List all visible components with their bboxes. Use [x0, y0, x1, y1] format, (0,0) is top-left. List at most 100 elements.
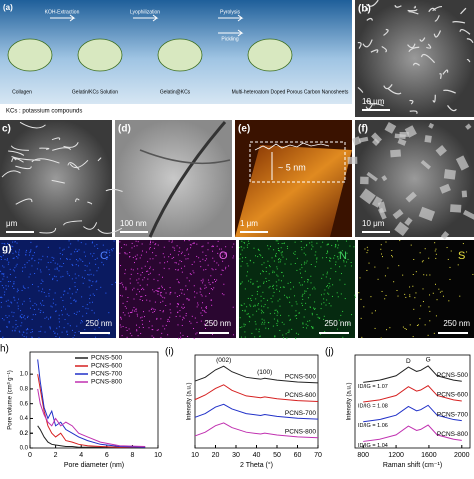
map-dot [137, 288, 139, 290]
map-dot [193, 242, 195, 244]
map-dot [339, 251, 341, 253]
map-dot [15, 327, 17, 329]
map-dot [131, 242, 133, 244]
map-dot [331, 244, 333, 246]
map-dot [380, 244, 382, 246]
map-dot [301, 302, 303, 304]
map-dot [205, 268, 207, 270]
map-s [358, 240, 474, 338]
fold [139, 149, 231, 165]
map-dot [41, 304, 43, 306]
wrinkle [31, 158, 60, 164]
map-dot [71, 293, 73, 295]
map-dot [277, 240, 279, 242]
map-dot [168, 268, 170, 270]
map-dot [162, 296, 164, 298]
map-dot [273, 271, 275, 273]
map-dot [130, 268, 132, 270]
map-dot [188, 299, 190, 301]
map-dot [225, 268, 227, 270]
map-dot [153, 291, 155, 293]
map-dot [285, 333, 287, 335]
map-dot [350, 261, 352, 263]
map-dot [15, 265, 17, 267]
map-dot [162, 325, 164, 327]
map-dot [31, 265, 33, 267]
map-dot [51, 306, 53, 308]
map-dot [134, 255, 136, 257]
map-dot [54, 262, 56, 264]
map-dot [277, 242, 279, 244]
map-dot [241, 281, 243, 283]
map-dot [41, 291, 43, 293]
map-dot [240, 304, 242, 306]
flake [460, 7, 467, 15]
map-dot [170, 312, 172, 314]
map-dot [213, 279, 215, 281]
map-dot [162, 300, 164, 302]
map-dot [74, 282, 76, 284]
wrinkle [19, 121, 46, 129]
map-dot [335, 264, 337, 266]
map-dot [225, 246, 227, 248]
map-dot [153, 336, 155, 338]
map-dot [249, 304, 251, 306]
map-dot [246, 246, 248, 248]
map-dot [113, 240, 115, 242]
map-dot [281, 242, 283, 244]
map-dot [243, 323, 245, 325]
map-dot [101, 261, 103, 263]
map-dot [140, 254, 142, 256]
map-dot [182, 334, 184, 336]
map-dot [220, 256, 222, 258]
map-dot [264, 304, 266, 306]
map-dot [141, 316, 143, 318]
map-dot [91, 301, 93, 303]
map-dot [309, 320, 311, 322]
map-dot [68, 246, 70, 248]
map-dot [279, 290, 281, 292]
map-dot [202, 309, 204, 311]
step-label: Pickling [221, 36, 238, 42]
map-dot [38, 331, 40, 333]
x-tick-label: 1600 [421, 452, 437, 459]
map-dot [144, 316, 146, 318]
map-dot [142, 279, 144, 281]
map-dot [62, 249, 64, 251]
map-dot [343, 259, 345, 261]
map-dot [466, 251, 468, 253]
map-dot [210, 275, 212, 277]
map-dot [326, 252, 328, 254]
map-dot [286, 247, 288, 249]
map-dot [296, 257, 298, 259]
map-dot [366, 252, 368, 254]
map-dot [420, 305, 422, 307]
map-dot [145, 251, 147, 253]
wrinkle [11, 157, 17, 162]
map-dot [244, 324, 246, 326]
flake [358, 136, 369, 143]
flake [404, 217, 413, 226]
map-dot [46, 266, 48, 268]
map-dot [136, 315, 138, 317]
map-dot [59, 247, 61, 249]
map-dot [47, 262, 49, 264]
map-dot [49, 328, 51, 330]
map-dot [276, 288, 278, 290]
map-dot [305, 302, 307, 304]
map-dot [75, 259, 77, 261]
flake [347, 156, 358, 165]
map-dot [127, 297, 129, 299]
legend-label: PCNS-700 [91, 371, 122, 378]
map-dot [276, 324, 278, 326]
panel-label: (a) [3, 3, 13, 12]
map-dot [30, 249, 32, 251]
map-dot [212, 257, 214, 259]
map-dot [149, 243, 151, 245]
map-dot [54, 332, 56, 334]
map-dot [131, 335, 133, 337]
map-dot [203, 323, 205, 325]
map-dot [42, 311, 44, 313]
map-dot [136, 258, 138, 260]
map-dot [255, 328, 257, 330]
